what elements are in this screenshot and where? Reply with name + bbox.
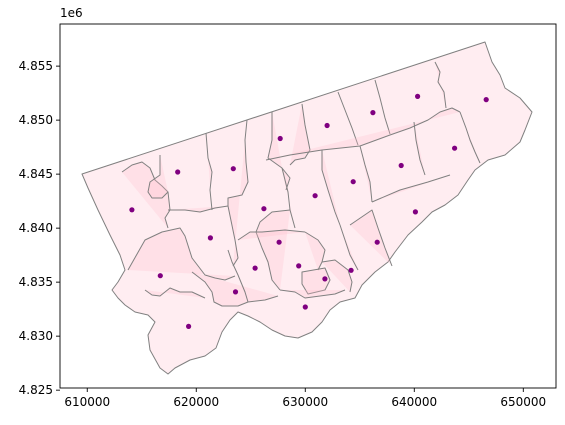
centroid-point <box>276 239 282 245</box>
x-tick-label: 610000 <box>64 395 110 409</box>
district-border <box>434 61 447 109</box>
centroid-point <box>412 209 418 215</box>
centroid-point <box>398 162 404 169</box>
city-outline <box>81 41 533 375</box>
centroid-point <box>302 304 308 310</box>
y-axis: 4.825 4.830 4.835 4.840 4.845 4.850 4.855 <box>19 59 60 397</box>
y-tick-label: 4.835 <box>19 275 53 289</box>
district-border <box>265 107 461 161</box>
centroids-layer <box>129 93 489 329</box>
centroid-point <box>483 97 489 103</box>
centroid-point <box>350 179 356 185</box>
district-border <box>374 79 391 135</box>
district-border <box>281 167 296 229</box>
centroid-point <box>296 263 302 269</box>
x-tick-label: 620000 <box>173 395 219 409</box>
district-border <box>147 155 169 199</box>
district-border <box>121 161 171 229</box>
district-border <box>205 132 213 211</box>
district-border <box>349 209 393 267</box>
x-tick-label: 630000 <box>282 395 328 409</box>
centroid-point <box>232 289 239 295</box>
centroid-point <box>322 276 328 282</box>
district-border <box>413 121 426 176</box>
centroid-point <box>129 207 135 213</box>
district-border <box>459 111 481 164</box>
district-border <box>304 231 326 271</box>
centroid-point <box>186 323 192 329</box>
district-border <box>227 119 249 267</box>
x-tick-label: 640000 <box>391 395 437 409</box>
district-border <box>359 145 373 203</box>
centroid-point <box>207 235 213 241</box>
x-tick-label: 650000 <box>500 395 546 409</box>
y-tick-label: 4.825 <box>19 383 53 397</box>
district-border <box>321 259 353 293</box>
centroid-point <box>157 273 163 279</box>
district-border <box>289 103 311 166</box>
centroid-point <box>374 239 380 245</box>
district-border <box>168 205 229 213</box>
y-tick-label: 4.850 <box>19 113 53 127</box>
district-border <box>267 112 291 191</box>
centroid-point <box>230 166 236 172</box>
centroid-point <box>252 265 258 271</box>
y-tick-label: 4.845 <box>19 167 53 181</box>
district-border <box>371 174 451 203</box>
y-tick-label: 4.830 <box>19 329 53 343</box>
district-border <box>339 224 359 271</box>
offset-label: 1e6 <box>60 6 83 20</box>
centroid-point <box>415 93 421 99</box>
axes-frame <box>59 23 557 389</box>
centroid-point <box>452 145 458 151</box>
centroid-point <box>261 206 267 212</box>
centroid-point <box>175 169 181 175</box>
district-border <box>191 271 279 307</box>
plot-frame <box>59 23 557 389</box>
district-border <box>337 91 359 146</box>
districts-layer <box>81 41 533 375</box>
district-border <box>279 289 346 299</box>
x-axis: 610000 620000 630000 640000 650000 <box>64 388 546 409</box>
centroid-point <box>312 193 318 199</box>
district-border <box>144 287 206 299</box>
centroid-point <box>370 110 376 116</box>
centroid-point <box>324 122 330 129</box>
district-border <box>301 267 331 295</box>
plot-background <box>60 24 556 388</box>
district-border <box>227 249 249 303</box>
centroid-point <box>348 267 354 273</box>
y-tick-label: 4.840 <box>19 221 53 235</box>
district-border <box>321 150 341 226</box>
y-tick-label: 4.855 <box>19 59 53 73</box>
centroid-point <box>277 135 283 142</box>
district-border <box>237 229 306 241</box>
district-border <box>127 227 236 281</box>
